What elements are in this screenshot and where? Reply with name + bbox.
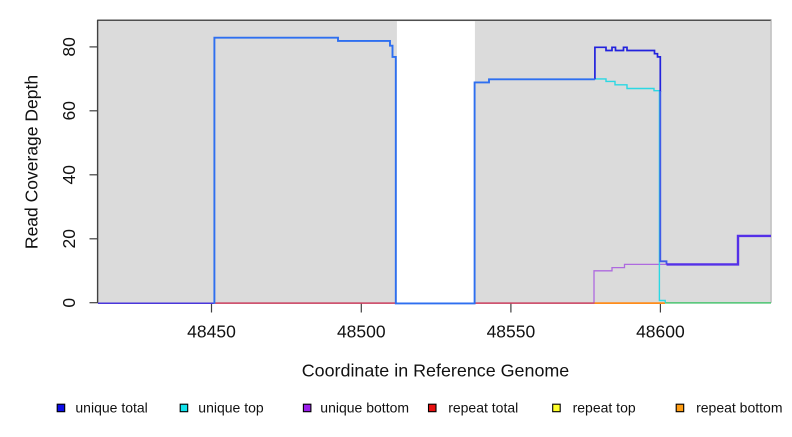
svg-text:Coordinate in Reference Genome: Coordinate in Reference Genome bbox=[302, 361, 570, 381]
svg-text:repeat top: repeat top bbox=[573, 400, 636, 416]
svg-text:unique top: unique top bbox=[198, 400, 264, 416]
svg-text:40: 40 bbox=[59, 165, 79, 185]
svg-text:60: 60 bbox=[59, 101, 79, 121]
svg-text:repeat total: repeat total bbox=[448, 400, 518, 416]
svg-text:48550: 48550 bbox=[487, 322, 536, 342]
svg-text:48450: 48450 bbox=[187, 322, 236, 342]
svg-text:48600: 48600 bbox=[636, 322, 685, 342]
svg-text:48500: 48500 bbox=[337, 322, 386, 342]
svg-text:unique bottom: unique bottom bbox=[320, 400, 409, 416]
svg-text:80: 80 bbox=[59, 37, 79, 57]
svg-text:20: 20 bbox=[59, 229, 79, 249]
svg-text:repeat bottom: repeat bottom bbox=[696, 400, 782, 416]
svg-text:0: 0 bbox=[59, 298, 79, 308]
svg-text:Read Coverage Depth: Read Coverage Depth bbox=[22, 75, 42, 249]
svg-text:unique total: unique total bbox=[75, 400, 147, 416]
